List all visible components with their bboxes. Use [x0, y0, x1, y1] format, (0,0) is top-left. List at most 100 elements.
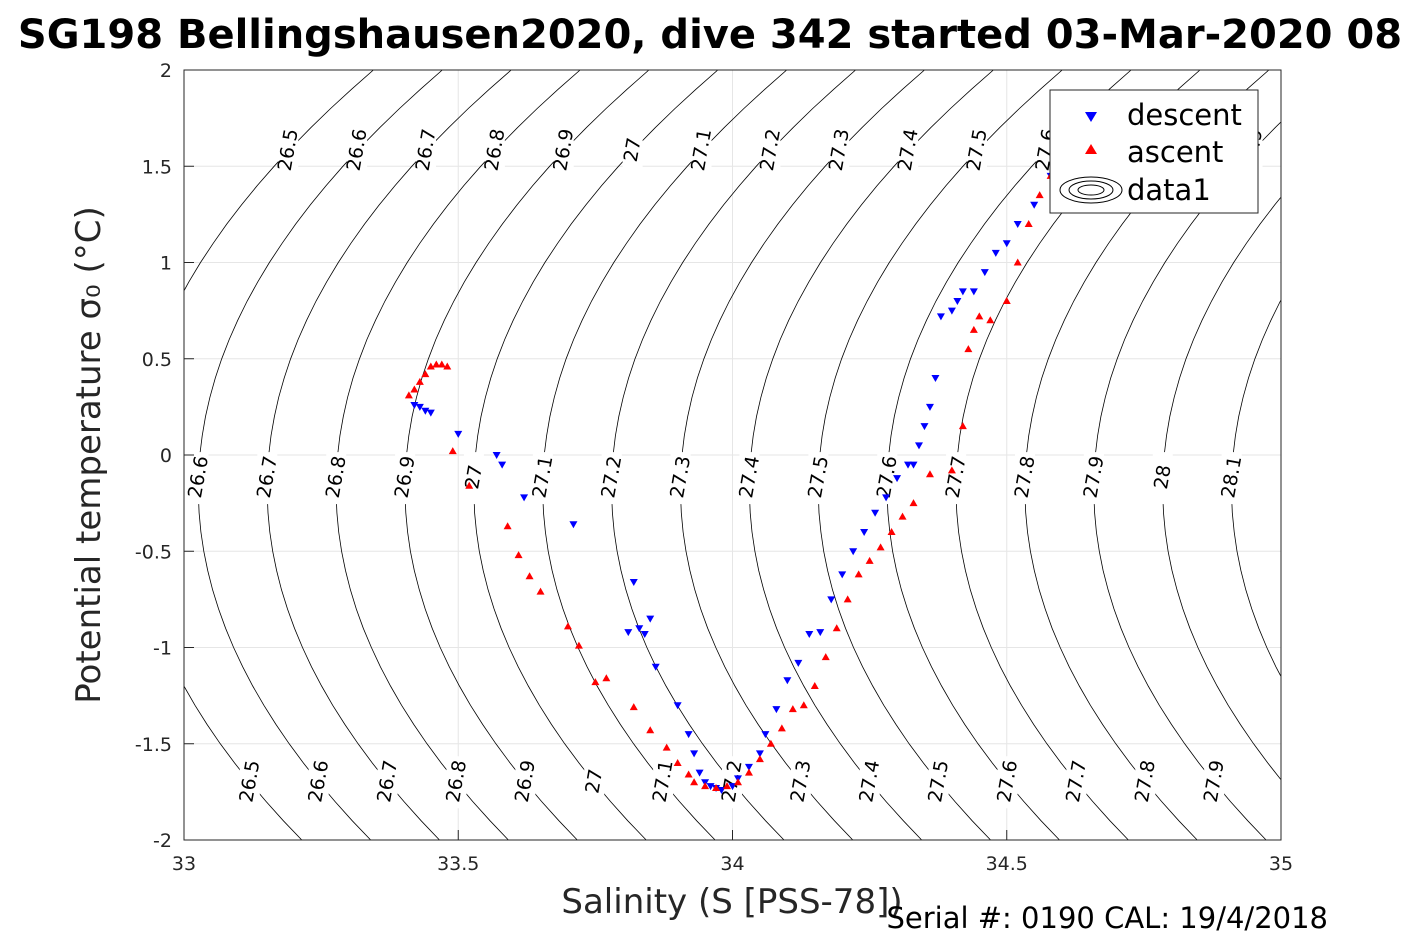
descent-point — [827, 596, 836, 604]
ascent-point — [832, 624, 841, 632]
descent-point — [931, 375, 940, 382]
contour-label-bg — [1152, 452, 1173, 505]
ascent-legend-marker — [1085, 144, 1097, 154]
contour-label-bg — [553, 124, 574, 177]
ascent-point — [766, 739, 775, 747]
ascent-point — [887, 528, 896, 535]
contour-label-bg — [446, 756, 467, 809]
descent-point — [454, 430, 463, 438]
contour-label-bg — [859, 756, 880, 809]
ascent-point — [799, 701, 808, 709]
descent-point — [426, 409, 435, 417]
descent-point — [690, 750, 699, 758]
descent-point — [980, 269, 989, 277]
serial-cal-footer: Serial #: 0190 CAL: 19/4/2018 — [886, 901, 1328, 935]
contour-label-bg — [760, 124, 781, 177]
ascent-point — [712, 784, 721, 792]
contour-label-bg — [278, 124, 299, 177]
ascent-point — [574, 641, 583, 649]
descent-point — [744, 763, 753, 771]
ascent-point — [629, 703, 638, 711]
descent-point — [498, 461, 507, 469]
ascent-point — [854, 570, 863, 578]
descent-point — [695, 769, 704, 777]
contour-label-bg — [670, 452, 691, 505]
y-tick-label: -1 — [153, 638, 172, 660]
descent-point — [492, 452, 501, 459]
descent-point — [1002, 240, 1011, 248]
y-tick-label: -0.5 — [135, 541, 172, 563]
descent-point — [849, 548, 858, 556]
contour-label-bg — [347, 124, 368, 177]
legend-data1-label: data1 — [1127, 173, 1211, 207]
descent-point — [925, 403, 934, 411]
y-tick-label: 0 — [160, 445, 172, 467]
contour-label-bg — [653, 756, 674, 809]
descent-point — [909, 461, 918, 469]
descent-point — [1013, 221, 1022, 228]
contour-label-bg — [1135, 756, 1156, 809]
contour-label-bg — [257, 452, 278, 505]
contour-label-bg — [691, 124, 712, 177]
descent-point — [871, 509, 880, 517]
ascent-point — [925, 470, 934, 478]
contour-label: 28 — [1150, 463, 1176, 491]
ascent-point — [788, 705, 797, 713]
x-tick-label: 33 — [172, 853, 196, 875]
contour-label-bg — [946, 452, 967, 505]
ascent-point — [843, 595, 852, 603]
contour-label: 27 — [461, 463, 487, 491]
descent-point — [805, 631, 814, 639]
ascent-point — [865, 556, 874, 564]
y-tick-label: 0.5 — [142, 349, 172, 371]
contour-label-bg — [928, 756, 949, 809]
ascent-point — [536, 587, 545, 595]
ascent-point — [975, 312, 984, 320]
x-tick-label: 34 — [720, 853, 744, 875]
ascent-point — [690, 778, 699, 786]
legend-descent-label: descent — [1127, 98, 1242, 132]
contour-label-bg — [484, 124, 505, 177]
contour-label-bg — [377, 756, 398, 809]
descent-point — [772, 706, 781, 714]
ascent-point — [701, 782, 710, 790]
descent-point — [624, 629, 633, 637]
ascent-point — [958, 422, 967, 430]
descent-point — [783, 677, 792, 685]
ascent-point — [673, 759, 682, 766]
contour-label-bg — [997, 756, 1018, 809]
descent-point — [755, 750, 764, 758]
contour-label-bg — [1221, 452, 1242, 505]
y-tick-label: 1 — [160, 253, 172, 275]
ascent-point — [1035, 191, 1044, 199]
contour-legend-icon — [1059, 176, 1123, 204]
descent-point — [520, 494, 529, 502]
descent-point — [936, 313, 945, 321]
descent-point — [635, 625, 644, 633]
descent-point — [860, 529, 869, 536]
y-tick-label: 1.5 — [142, 156, 172, 178]
ascent-point — [503, 522, 512, 530]
y-axis-label: Potential temperature σ₀ (°C) — [69, 206, 109, 704]
descent-point — [904, 461, 913, 469]
ascent-point — [421, 370, 430, 378]
contour-label: 27 — [581, 767, 607, 795]
descent-point — [838, 571, 847, 579]
y-tick-label: 2 — [160, 60, 172, 82]
descent-point — [761, 731, 770, 739]
descent-point — [684, 731, 693, 739]
contour-label-bg — [188, 452, 209, 505]
chart-title: SG198 Bellingshausen2020, dive 342 start… — [18, 12, 1402, 58]
descent-point — [651, 663, 660, 671]
contour-label-bg — [967, 124, 988, 177]
ascent-point — [810, 682, 819, 689]
legend: descent ascent data1 — [1049, 89, 1259, 214]
descent-point — [969, 288, 978, 296]
isopycnal-line — [184, 70, 374, 840]
ascent-point — [755, 755, 764, 763]
descent-legend-marker — [1085, 112, 1097, 122]
descent-point — [920, 423, 929, 431]
ascent-point — [964, 345, 973, 353]
ascent-point — [947, 466, 956, 474]
